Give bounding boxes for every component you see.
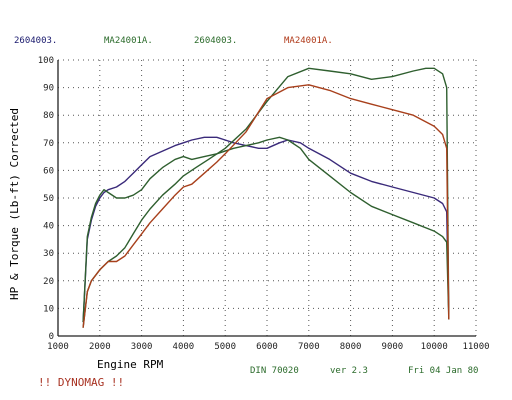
y-axis-label: HP & Torque (Lb-ft) Corrected	[8, 107, 21, 300]
x-tick-label: 5000	[214, 342, 236, 352]
series-line-4	[82, 84, 450, 328]
series-line-1	[82, 136, 450, 323]
x-axis-label: Engine RPM	[97, 358, 164, 371]
footer-date: Fri 04 Jan 80	[408, 366, 479, 376]
y-tick-label: 100	[38, 56, 54, 66]
x-tick-label: 2000	[89, 342, 111, 352]
legend-label: 2604003.	[194, 36, 238, 46]
x-tick-label: 9000	[382, 342, 404, 352]
x-tick-label: 10000	[421, 342, 448, 352]
y-tick-label: 30	[43, 249, 54, 259]
footer-din: DIN 70020	[250, 366, 299, 376]
brand-label: !! DYNOMAG !!	[38, 376, 125, 389]
series-line-3	[82, 67, 450, 328]
x-tick-label: 11000	[462, 342, 489, 352]
y-tick-label: 70	[43, 139, 54, 149]
x-tick-label: 8000	[340, 342, 362, 352]
y-tick-label: 50	[43, 194, 54, 204]
footer-version: ver 2.3	[330, 366, 368, 376]
x-tick-label: 1000	[47, 342, 69, 352]
x-tick-label: 7000	[298, 342, 320, 352]
y-tick-label: 90	[43, 84, 54, 94]
y-tick-label: 20	[43, 277, 54, 287]
legend-entry-3: 2604003.	[194, 36, 237, 46]
x-tick-label: 6000	[256, 342, 278, 352]
y-tick-label: 80	[43, 111, 54, 121]
x-tick-label: 4000	[173, 342, 195, 352]
y-tick-label: 10	[43, 304, 54, 314]
legend-entry-1: 2604003.	[14, 36, 57, 46]
y-tick-label: 0	[49, 332, 54, 342]
y-tick-label: 60	[43, 166, 54, 176]
series-line-2	[82, 136, 450, 323]
legend-label: MA24001A.	[284, 36, 333, 46]
legend-entry-2: MA24001A.	[104, 36, 153, 46]
legend-entry-4: MA24001A.	[284, 36, 333, 46]
y-tick-label: 40	[43, 222, 54, 232]
legend-label: MA24001A.	[104, 36, 153, 46]
x-tick-label: 3000	[131, 342, 153, 352]
legend-label: 2604003.	[14, 36, 58, 46]
